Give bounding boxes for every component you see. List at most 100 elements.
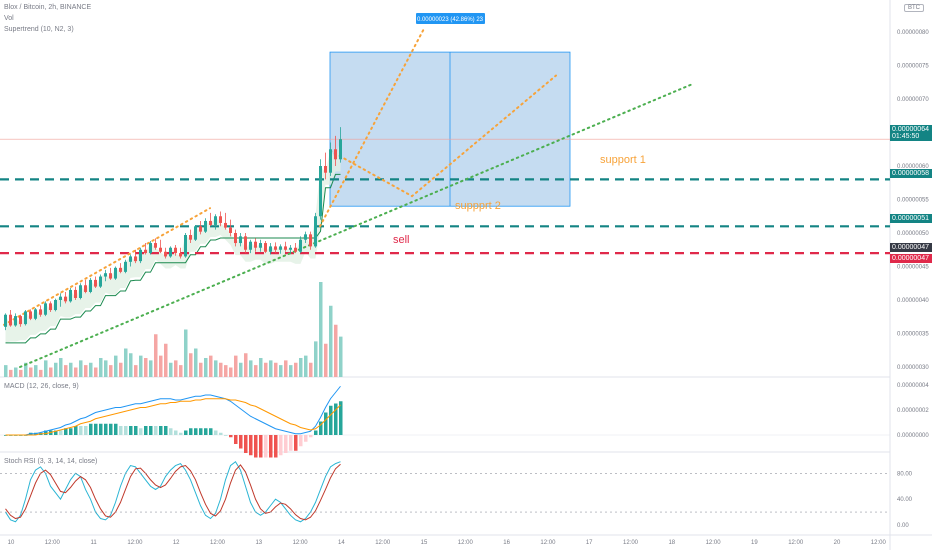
volume-bar (94, 367, 98, 377)
volume-bar (134, 365, 138, 377)
macd-histogram-bar (339, 401, 343, 435)
horizontal-levels[interactable] (0, 138, 890, 255)
macd-histogram-bar (309, 435, 313, 438)
macd-histogram-bar (59, 430, 63, 435)
candle-body (144, 249, 147, 254)
candle-body (19, 316, 22, 325)
time-tick-label: 15 (421, 540, 428, 546)
macd-histogram-bar (269, 435, 273, 458)
volume-bar (59, 358, 63, 377)
current-price-box: 0.00000064 01:45:50 (890, 125, 932, 141)
volume-bar (89, 362, 93, 377)
time-tick-label: 12:00 (788, 540, 804, 546)
stoch-k-line (5, 460, 341, 523)
volume-bar (264, 362, 268, 377)
time-tick-label: 12:00 (458, 540, 474, 546)
candle-body (294, 247, 297, 252)
time-tick-label: 12:00 (293, 540, 309, 546)
supertrend-label[interactable]: Supertrend (10, N2, 3) (4, 26, 74, 33)
stoch-label[interactable]: Stoch RSI (3, 3, 14, 14, close) (4, 458, 98, 465)
volume-bar (279, 365, 283, 377)
volume-bar (124, 348, 128, 377)
support1-price-box: 0.00000058 (890, 169, 932, 178)
volume-bar (269, 360, 273, 377)
macd-histogram-bar (284, 435, 288, 453)
macd-histogram-bar (184, 430, 188, 435)
volume-bar (184, 329, 188, 377)
macd-histogram-bar (169, 428, 173, 435)
candle-body (314, 216, 317, 247)
candle-body (174, 247, 177, 254)
candle-body (84, 285, 87, 292)
trend-drawings[interactable] (3, 27, 693, 368)
supertrend-line (5, 173, 341, 344)
volume-bar (29, 367, 33, 377)
macd-label[interactable]: MACD (12, 26, close, 9) (4, 383, 79, 390)
sell-label: sell (393, 234, 410, 246)
volume-label[interactable]: Vol (4, 15, 14, 22)
support1-label: support 1 (600, 154, 646, 166)
candle-body (49, 303, 52, 311)
time-tick-label: 12:00 (540, 540, 556, 546)
stoch-tick-label: 40.00 (897, 497, 913, 503)
macd-tick-label: 0.00000004 (897, 383, 929, 389)
price-tick-label: 0.00000055 (897, 198, 929, 204)
candle-body (264, 243, 267, 252)
volume-bar (164, 343, 168, 377)
stoch-tick-label: 0.00 (897, 523, 909, 529)
volume-bar (54, 362, 58, 377)
macd-histogram-bar (234, 435, 238, 444)
macd-histogram-bar (189, 428, 193, 435)
macd-histogram-bar (154, 426, 158, 435)
candle-body (9, 314, 12, 326)
currency-badge[interactable]: BTC (904, 4, 924, 12)
candle-body (189, 235, 192, 240)
volume-bar (254, 365, 258, 377)
measure-label-bg (416, 13, 485, 24)
trendline-green (19, 83, 693, 368)
candle-body (109, 273, 112, 279)
volume-bar (189, 353, 193, 377)
price-tick-label: 0.00000075 (897, 64, 929, 70)
macd-histogram-bar (69, 428, 73, 435)
volume-bar (179, 365, 183, 377)
candle-body (219, 216, 222, 223)
time-tick-label: 16 (503, 540, 510, 546)
macd-histogram-bar (249, 435, 253, 456)
macd-histogram-bar (79, 426, 83, 435)
macd-histogram-bar (214, 430, 218, 435)
measure-tool[interactable]: 0.00000023 (42.86%) 23 (329, 13, 571, 207)
volume-bar (119, 362, 123, 377)
symbol-title[interactable]: Blox / Bitcoin, 2h, BINANCE (4, 4, 92, 11)
time-tick-label: 20 (834, 540, 841, 546)
macd-histogram-bar (254, 435, 258, 458)
macd-histogram-bar (159, 426, 163, 435)
projection-path (329, 74, 557, 198)
volume-bar (79, 360, 83, 377)
candle-body (69, 289, 72, 302)
time-tick-label: 12:00 (45, 540, 61, 546)
price-tick-label: 0.00000045 (897, 265, 929, 271)
candle-body (114, 267, 117, 279)
volume-bar (239, 362, 243, 377)
candle-body (284, 246, 287, 250)
volume-bar (99, 358, 103, 377)
volume-bar (139, 355, 143, 377)
candle-body (244, 236, 247, 250)
candle-body (79, 285, 82, 298)
candle-body (214, 216, 217, 225)
candle-body (254, 241, 257, 248)
time-tick-label: 14 (338, 540, 345, 546)
time-tick-label: 12:00 (210, 540, 226, 546)
macd-histogram-bar (224, 435, 228, 436)
volume-bar (259, 358, 263, 377)
candle-body (289, 247, 292, 250)
candle-body (129, 256, 132, 262)
time-tick-label: 12:00 (623, 540, 639, 546)
macd-histogram-bar (174, 430, 178, 435)
volume-bar (144, 358, 148, 377)
candle-body (259, 243, 262, 248)
volume-bar (24, 362, 28, 377)
